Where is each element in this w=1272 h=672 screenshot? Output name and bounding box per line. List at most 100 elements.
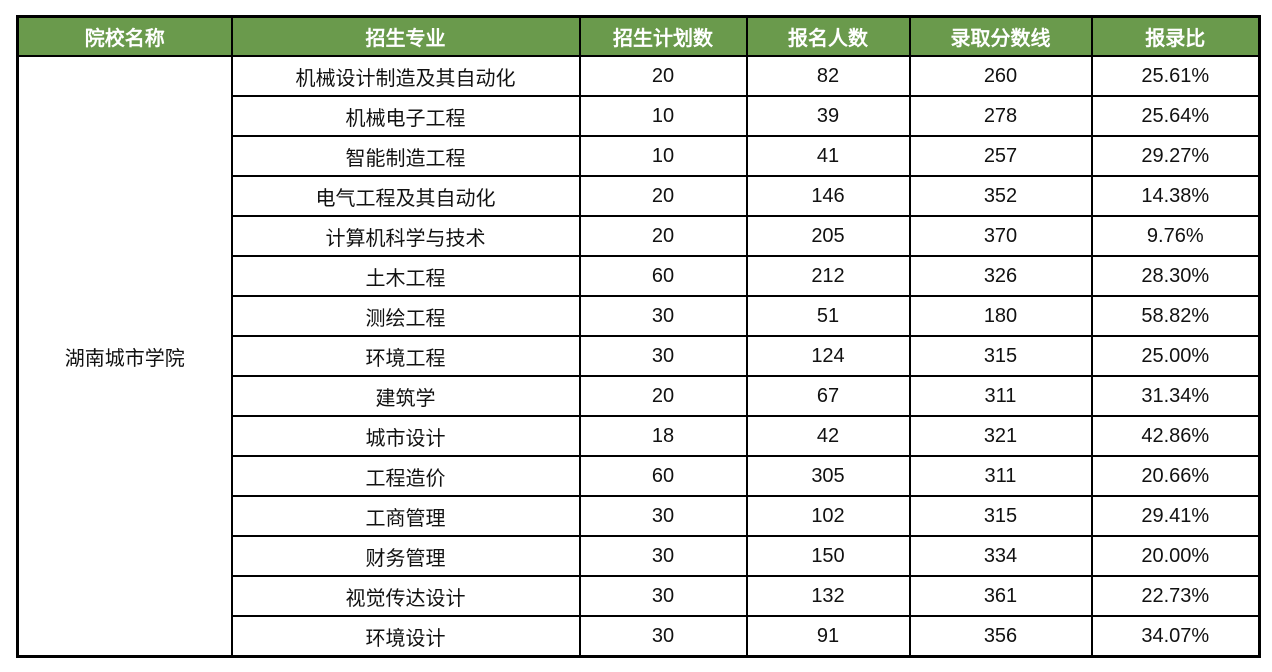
ratio-cell: 20.66% xyxy=(1090,455,1261,497)
applicants-cell: 42 xyxy=(745,415,911,457)
cutoff-score-cell: 326 xyxy=(908,255,1093,297)
plan-count-cell: 30 xyxy=(578,575,748,617)
plan-count-cell: 20 xyxy=(578,175,748,217)
cutoff-score-cell: 278 xyxy=(908,95,1093,137)
table-row: 机械电子工程 10 39 278 25.64% xyxy=(18,95,1261,137)
ratio-cell: 9.76% xyxy=(1090,215,1261,257)
header-row: 院校名称 招生专业 招生计划数 报名人数 录取分数线 报录比 xyxy=(16,15,1261,57)
plan-count-cell: 30 xyxy=(578,615,748,658)
table-row: 城市设计 18 42 321 42.86% xyxy=(18,415,1261,457)
major-cell: 测绘工程 xyxy=(230,295,581,337)
ratio-cell: 58.82% xyxy=(1090,295,1261,337)
cutoff-score-cell: 361 xyxy=(908,575,1093,617)
applicants-cell: 102 xyxy=(745,495,911,537)
table-row: 财务管理 30 150 334 20.00% xyxy=(18,535,1261,577)
header-college: 院校名称 xyxy=(16,15,233,57)
applicants-cell: 91 xyxy=(745,615,911,658)
header-ratio: 报录比 xyxy=(1090,15,1261,57)
ratio-cell: 28.30% xyxy=(1090,255,1261,297)
major-cell: 工程造价 xyxy=(230,455,581,497)
table-row: 湖南城市学院 机械设计制造及其自动化 20 82 260 25.61% xyxy=(16,55,1261,658)
ratio-cell: 22.73% xyxy=(1090,575,1261,617)
table-header: 院校名称 招生专业 招生计划数 报名人数 录取分数线 报录比 xyxy=(16,15,1261,57)
major-cell: 财务管理 xyxy=(230,535,581,577)
plan-count-cell: 20 xyxy=(578,375,748,417)
plan-count-cell: 30 xyxy=(578,295,748,337)
applicants-cell: 124 xyxy=(745,335,911,377)
cutoff-score-cell: 370 xyxy=(908,215,1093,257)
plan-count-cell: 18 xyxy=(578,415,748,457)
admissions-table-container: 院校名称 招生专业 招生计划数 报名人数 录取分数线 报录比 湖南城市学院 机械设… xyxy=(16,15,1261,658)
ratio-cell: 34.07% xyxy=(1090,615,1261,658)
table-row: 电气工程及其自动化 20 146 352 14.38% xyxy=(18,175,1261,217)
applicants-cell: 41 xyxy=(745,135,911,177)
major-cell: 机械电子工程 xyxy=(230,95,581,137)
cutoff-score-cell: 311 xyxy=(908,455,1093,497)
table-row: 测绘工程 30 51 180 58.82% xyxy=(18,295,1261,337)
header-major: 招生专业 xyxy=(230,15,581,57)
table-body: 湖南城市学院 机械设计制造及其自动化 20 82 260 25.61% 机械电子工程 10 39… xyxy=(16,55,1261,658)
plan-count-cell: 30 xyxy=(578,335,748,377)
table-row: 计算机科学与技术 20 205 370 9.76% xyxy=(18,215,1261,257)
ratio-cell: 25.64% xyxy=(1090,95,1261,137)
table-row: 土木工程 60 212 326 28.30% xyxy=(18,255,1261,297)
header-cutoff-score: 录取分数线 xyxy=(908,15,1093,57)
table-row: 建筑学 20 67 311 31.34% xyxy=(18,375,1261,417)
major-cell: 智能制造工程 xyxy=(230,135,581,177)
cutoff-score-cell: 311 xyxy=(908,375,1093,417)
ratio-cell: 25.00% xyxy=(1090,335,1261,377)
applicants-cell: 205 xyxy=(745,215,911,257)
table-row: 视觉传达设计 30 132 361 22.73% xyxy=(18,575,1261,617)
plan-count-cell: 10 xyxy=(578,135,748,177)
cutoff-score-cell: 315 xyxy=(908,495,1093,537)
major-cell: 城市设计 xyxy=(230,415,581,457)
major-cell: 视觉传达设计 xyxy=(230,575,581,617)
cutoff-score-cell: 334 xyxy=(908,535,1093,577)
ratio-cell: 31.34% xyxy=(1090,375,1261,417)
cutoff-score-cell: 260 xyxy=(908,55,1093,97)
plan-count-cell: 10 xyxy=(578,95,748,137)
applicants-cell: 146 xyxy=(745,175,911,217)
ratio-cell: 25.61% xyxy=(1090,55,1261,97)
applicants-cell: 39 xyxy=(745,95,911,137)
major-cell: 土木工程 xyxy=(230,255,581,297)
table-row: 环境工程 30 124 315 25.00% xyxy=(18,335,1261,377)
header-applicants: 报名人数 xyxy=(745,15,911,57)
plan-count-cell: 20 xyxy=(578,55,748,97)
ratio-cell: 42.86% xyxy=(1090,415,1261,457)
cutoff-score-cell: 356 xyxy=(908,615,1093,658)
table-row: 工商管理 30 102 315 29.41% xyxy=(18,495,1261,537)
applicants-cell: 51 xyxy=(745,295,911,337)
cutoff-score-cell: 180 xyxy=(908,295,1093,337)
applicants-cell: 305 xyxy=(745,455,911,497)
table-row: 工程造价 60 305 311 20.66% xyxy=(18,455,1261,497)
cutoff-score-cell: 257 xyxy=(908,135,1093,177)
plan-count-cell: 60 xyxy=(578,255,748,297)
table-row: 智能制造工程 10 41 257 29.27% xyxy=(18,135,1261,177)
major-cell: 机械设计制造及其自动化 xyxy=(230,55,581,97)
major-cell: 电气工程及其自动化 xyxy=(230,175,581,217)
plan-count-cell: 30 xyxy=(578,495,748,537)
applicants-cell: 150 xyxy=(745,535,911,577)
cutoff-score-cell: 321 xyxy=(908,415,1093,457)
major-cell: 建筑学 xyxy=(230,375,581,417)
plan-count-cell: 60 xyxy=(578,455,748,497)
applicants-cell: 82 xyxy=(745,55,911,97)
major-cell: 工商管理 xyxy=(230,495,581,537)
table-row: 环境设计 30 91 356 34.07% xyxy=(18,615,1261,658)
applicants-cell: 132 xyxy=(745,575,911,617)
header-plan-count: 招生计划数 xyxy=(578,15,748,57)
ratio-cell: 29.41% xyxy=(1090,495,1261,537)
plan-count-cell: 20 xyxy=(578,215,748,257)
ratio-cell: 20.00% xyxy=(1090,535,1261,577)
major-cell: 计算机科学与技术 xyxy=(230,215,581,257)
applicants-cell: 67 xyxy=(745,375,911,417)
ratio-cell: 14.38% xyxy=(1090,175,1261,217)
cutoff-score-cell: 315 xyxy=(908,335,1093,377)
cutoff-score-cell: 352 xyxy=(908,175,1093,217)
admissions-table: 院校名称 招生专业 招生计划数 报名人数 录取分数线 报录比 湖南城市学院 机械设… xyxy=(16,15,1261,658)
college-name-cell: 湖南城市学院 xyxy=(16,55,233,658)
applicants-cell: 212 xyxy=(745,255,911,297)
major-cell: 环境设计 xyxy=(230,615,581,658)
ratio-cell: 29.27% xyxy=(1090,135,1261,177)
